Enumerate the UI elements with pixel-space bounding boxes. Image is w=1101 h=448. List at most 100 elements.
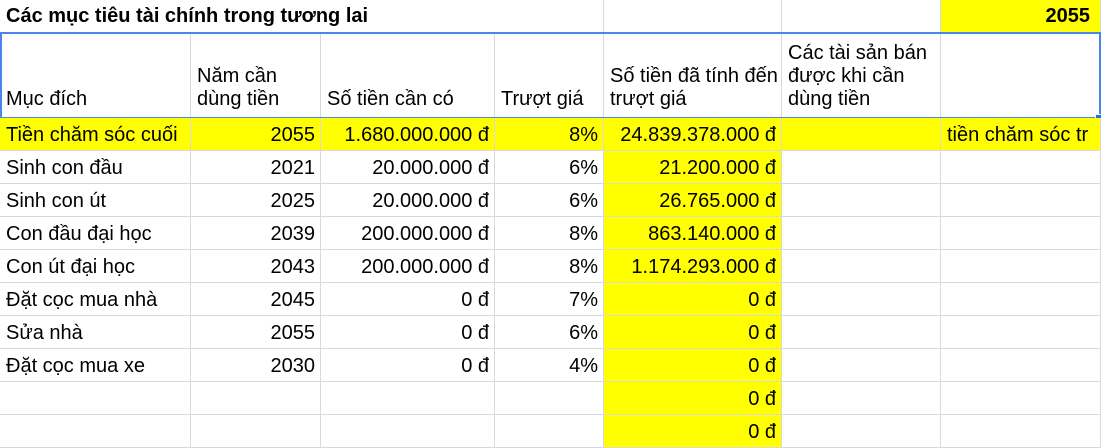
- cell-assets[interactable]: [782, 217, 941, 250]
- cell-year[interactable]: 2055: [191, 118, 321, 151]
- cell-inflated-amount[interactable]: 1.174.293.000 đ: [604, 250, 782, 283]
- target-year: 2055: [1045, 5, 1091, 27]
- cell-year[interactable]: 2021: [191, 151, 321, 184]
- cell-note[interactable]: [941, 151, 1101, 184]
- cell-amount[interactable]: 0 đ: [321, 316, 495, 349]
- cell-assets[interactable]: [782, 250, 941, 283]
- cell-inflated-amount-text: 1.174.293.000 đ: [631, 256, 776, 278]
- cell-assets[interactable]: [782, 184, 941, 217]
- title-blank-cell-2[interactable]: [604, 0, 782, 33]
- cell-inflated-amount[interactable]: 0 đ: [604, 382, 782, 415]
- header-blank[interactable]: [941, 33, 1101, 118]
- cell-inflation-text: 6%: [569, 322, 598, 344]
- cell-purpose-text: Con đầu đại học: [6, 223, 152, 245]
- cell-inflation[interactable]: 6%: [495, 184, 604, 217]
- header-inflated-amount[interactable]: Số tiền đã tính đến trượt giá: [604, 33, 782, 118]
- cell-inflation[interactable]: 8%: [495, 118, 604, 151]
- title-blank-cell-3[interactable]: [782, 0, 941, 33]
- cell-inflated-amount[interactable]: 24.839.378.000 đ: [604, 118, 782, 151]
- cell-inflated-amount-text: 0 đ: [748, 322, 776, 344]
- cell-assets[interactable]: [782, 118, 941, 151]
- cell-purpose[interactable]: Sửa nhà: [0, 316, 191, 349]
- cell-amount[interactable]: 1.680.000.000 đ: [321, 118, 495, 151]
- cell-amount-text: 0 đ: [461, 322, 489, 344]
- header-sellable-assets[interactable]: Các tài sản bán được khi cần dùng tiền: [782, 33, 941, 118]
- cell-inflation[interactable]: 6%: [495, 151, 604, 184]
- cell-inflated-amount[interactable]: 21.200.000 đ: [604, 151, 782, 184]
- target-year-cell[interactable]: 2055: [941, 0, 1101, 33]
- cell-year[interactable]: 2039: [191, 217, 321, 250]
- header-purpose[interactable]: Mục đích: [0, 33, 191, 118]
- cell-note[interactable]: [941, 217, 1101, 250]
- cell-inflated-amount-text: 0 đ: [748, 421, 776, 443]
- cell-note[interactable]: [941, 250, 1101, 283]
- cell-purpose-text: Tiền chăm sóc cuối: [6, 124, 178, 146]
- cell-inflation[interactable]: 6%: [495, 316, 604, 349]
- cell-year[interactable]: [191, 382, 321, 415]
- cell-year[interactable]: 2030: [191, 349, 321, 382]
- cell-year[interactable]: 2025: [191, 184, 321, 217]
- cell-purpose-text: Sinh con út: [6, 190, 107, 212]
- header-inflation[interactable]: Trượt giá: [495, 33, 604, 118]
- cell-note[interactable]: [941, 382, 1101, 415]
- cell-inflated-amount[interactable]: 0 đ: [604, 415, 782, 448]
- cell-amount[interactable]: 0 đ: [321, 349, 495, 382]
- cell-purpose[interactable]: Đặt cọc mua nhà: [0, 283, 191, 316]
- cell-amount-text: 200.000.000 đ: [361, 256, 489, 278]
- cell-year[interactable]: [191, 415, 321, 448]
- cell-year[interactable]: 2043: [191, 250, 321, 283]
- cell-purpose[interactable]: Con út đại học: [0, 250, 191, 283]
- cell-assets[interactable]: [782, 283, 941, 316]
- cell-amount[interactable]: 0 đ: [321, 283, 495, 316]
- cell-note-text: tiền chăm sóc tr: [947, 124, 1089, 146]
- cell-note[interactable]: tiền chăm sóc tr: [941, 118, 1101, 151]
- cell-inflated-amount[interactable]: 26.765.000 đ: [604, 184, 782, 217]
- cell-amount[interactable]: 20.000.000 đ: [321, 151, 495, 184]
- cell-assets[interactable]: [782, 415, 941, 448]
- cell-amount-text: 200.000.000 đ: [361, 223, 489, 245]
- cell-amount[interactable]: 200.000.000 đ: [321, 250, 495, 283]
- cell-inflation[interactable]: 8%: [495, 217, 604, 250]
- cell-note[interactable]: [941, 316, 1101, 349]
- cell-year[interactable]: 2055: [191, 316, 321, 349]
- cell-amount[interactable]: 200.000.000 đ: [321, 217, 495, 250]
- cell-purpose-text: Đặt cọc mua nhà: [6, 289, 158, 311]
- cell-amount[interactable]: [321, 382, 495, 415]
- cell-assets[interactable]: [782, 382, 941, 415]
- cell-purpose[interactable]: Đặt cọc mua xe: [0, 349, 191, 382]
- title-cell[interactable]: Các mục tiêu tài chính trong tương lai: [0, 0, 495, 33]
- cell-inflation[interactable]: 8%: [495, 250, 604, 283]
- cell-purpose[interactable]: [0, 415, 191, 448]
- cell-year[interactable]: 2045: [191, 283, 321, 316]
- cell-inflation[interactable]: [495, 415, 604, 448]
- cell-assets[interactable]: [782, 151, 941, 184]
- cell-note[interactable]: [941, 283, 1101, 316]
- cell-note[interactable]: [941, 415, 1101, 448]
- cell-inflated-amount[interactable]: 0 đ: [604, 283, 782, 316]
- cell-amount[interactable]: [321, 415, 495, 448]
- cell-inflation-text: 7%: [569, 289, 598, 311]
- cell-inflation[interactable]: [495, 382, 604, 415]
- cell-inflation[interactable]: 4%: [495, 349, 604, 382]
- cell-note[interactable]: [941, 349, 1101, 382]
- cell-inflated-amount[interactable]: 0 đ: [604, 349, 782, 382]
- cell-purpose[interactable]: Con đầu đại học: [0, 217, 191, 250]
- title-blank-cell-1[interactable]: [495, 0, 604, 33]
- header-amount-needed[interactable]: Số tiền cần có: [321, 33, 495, 118]
- cell-purpose[interactable]: [0, 382, 191, 415]
- cell-assets[interactable]: [782, 349, 941, 382]
- cell-amount[interactable]: 20.000.000 đ: [321, 184, 495, 217]
- cell-year-text: 2055: [270, 124, 316, 146]
- cell-note[interactable]: [941, 184, 1101, 217]
- header-year-needed[interactable]: Năm cần dùng tiền: [191, 33, 321, 118]
- cell-purpose[interactable]: Sinh con đầu: [0, 151, 191, 184]
- cell-inflated-amount[interactable]: 863.140.000 đ: [604, 217, 782, 250]
- cell-purpose[interactable]: Sinh con út: [0, 184, 191, 217]
- cell-year-text: 2043: [270, 256, 316, 278]
- cell-inflated-amount[interactable]: 0 đ: [604, 316, 782, 349]
- cell-inflation[interactable]: 7%: [495, 283, 604, 316]
- cell-inflated-amount-text: 0 đ: [748, 388, 776, 410]
- cell-inflated-amount-text: 0 đ: [748, 355, 776, 377]
- cell-purpose[interactable]: Tiền chăm sóc cuối: [0, 118, 191, 151]
- cell-assets[interactable]: [782, 316, 941, 349]
